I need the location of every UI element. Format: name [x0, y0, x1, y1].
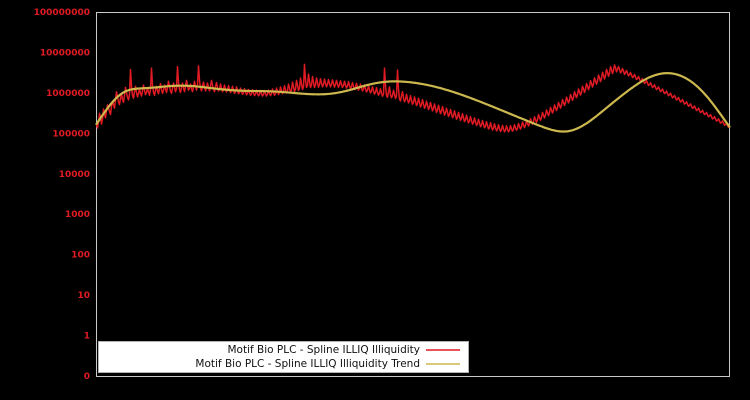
legend-label: Motif Bio PLC - Spline ILLIQ Illiquidity…: [195, 358, 420, 370]
y-tick-label: 1000000: [46, 89, 90, 99]
y-tick-label: 1000: [65, 210, 90, 220]
chart-legend: Motif Bio PLC - Spline ILLIQ Illiquidity…: [98, 341, 469, 373]
series-line-illiquidity: [95, 63, 731, 133]
plot-frame: [96, 12, 730, 377]
y-tick-label: 100: [71, 251, 90, 261]
y-tick-label: 1: [84, 332, 90, 342]
y-tick-label: 10: [77, 291, 90, 301]
data-series-group: [95, 63, 731, 133]
y-tick-label: 0: [84, 372, 90, 382]
y-axis-tick-labels: 1000000001000000010000001000001000010001…: [34, 8, 90, 382]
legend-label: Motif Bio PLC - Spline ILLIQ Illiquidity: [227, 344, 420, 356]
y-tick-label: 10000: [59, 170, 90, 180]
y-tick-label: 100000000: [34, 8, 90, 18]
y-tick-label: 100000: [52, 129, 90, 139]
y-tick-label: 10000000: [40, 48, 90, 58]
legend-background: [98, 341, 469, 373]
series-line-trend: [95, 72, 731, 133]
